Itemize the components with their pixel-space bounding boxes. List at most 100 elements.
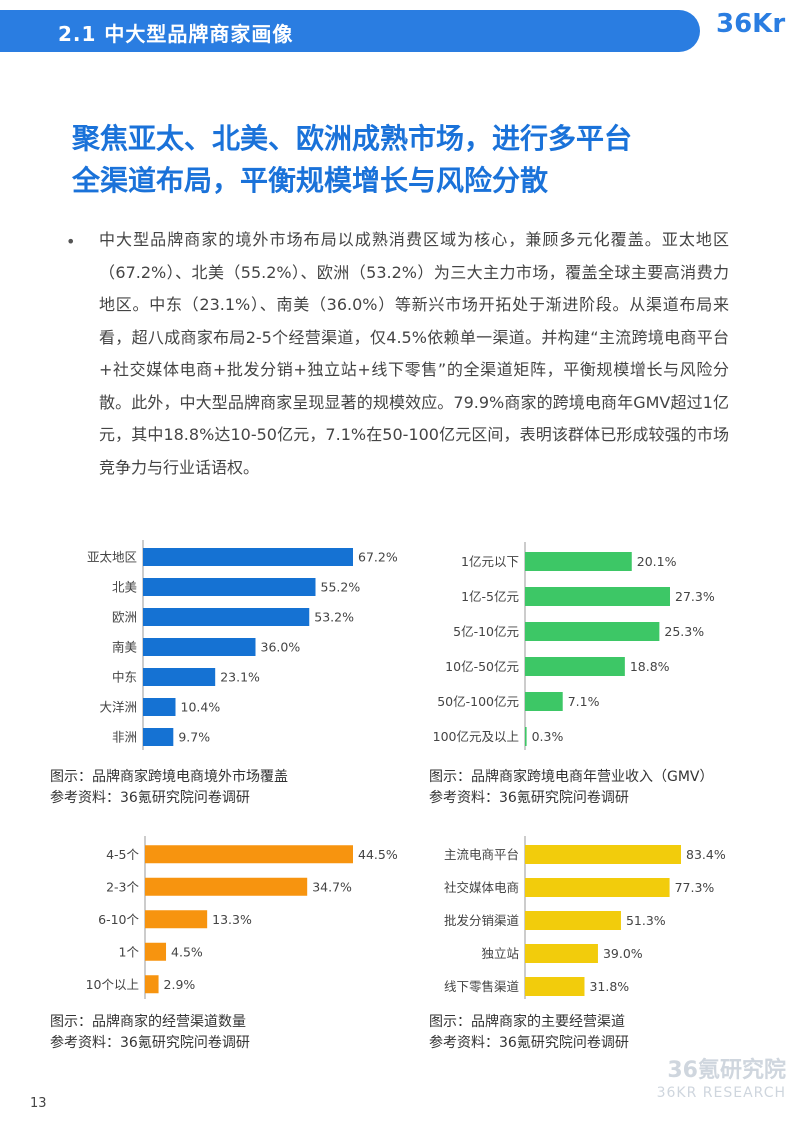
value-label: 23.1% [220,670,260,685]
gmv-svg: 1亿元以下 20.1% 1亿-5亿元 27.3% 5亿-10亿元 25.3% 10亿-50亿… [433,542,715,750]
watermark-cn: 36氪研究院 [667,1058,786,1083]
category-label: 中东 [112,670,137,685]
header-bar [0,10,700,52]
caption-source: 参考资料：36氪研究院问卷调研 [50,790,250,806]
category-label: 独立站 [481,946,519,961]
bar [525,911,621,930]
value-label: 55.2% [321,580,361,595]
value-label: 9.7% [178,730,210,745]
category-label: 50亿-100亿元 [437,694,519,709]
value-label: 83.4% [686,847,726,862]
bar [525,944,598,963]
bar [525,657,625,676]
bar [525,845,681,864]
value-label: 77.3% [675,880,715,895]
value-label: 25.3% [664,624,704,639]
value-label: 36.0% [261,640,301,655]
bar [525,552,632,571]
bullet-dot: • [66,232,76,251]
bar [525,977,585,996]
market-coverage-svg: 亚太地区 67.2% 北美 55.2% 欧洲 53.2% 南美 36.0% 中东 23.1% 大洋洲… [87,540,398,750]
category-label: 1亿-5亿元 [461,589,519,604]
value-label: 20.1% [637,554,677,569]
caption-gmv: 图示：品牌商家跨境电商年营业收入（GMV） 参考资料：36氪研究院问卷调研 [429,767,714,809]
value-label: 10.4% [181,700,221,715]
category-label: 10个以上 [86,977,139,992]
category-label: 6-10个 [98,912,139,927]
value-label: 18.8% [630,659,670,674]
caption-market-coverage: 图示：品牌商家跨境电商境外市场覆盖 参考资料：36氪研究院问卷调研 [50,767,288,809]
value-label: 67.2% [358,550,398,565]
category-label: 2-3个 [106,879,139,894]
bar [143,698,176,716]
category-label: 100亿元及以上 [433,729,519,744]
bar [525,622,660,641]
headline: 聚焦亚太、北美、欧洲成熟市场，进行多平台 全渠道布局，平衡规模增长与风险分散 [72,118,752,202]
36kr-logo-icon: 36Kr [716,9,785,39]
caption-title: 图示：品牌商家的主要经营渠道 [429,1014,625,1030]
category-label: 10亿-50亿元 [445,659,519,674]
bar [145,975,159,994]
headline-line-1: 聚焦亚太、北美、欧洲成熟市场，进行多平台 [72,122,633,155]
caption-source: 参考资料：36氪研究院问卷调研 [429,1035,629,1051]
bar [143,548,353,566]
category-label: 欧洲 [112,610,137,625]
chart-channel-count: 4-5个 44.5% 2-3个 34.7% 6-10个 13.3% 1个 4.5% 10个以上 2… [55,831,415,999]
caption-channel-count: 图示：品牌商家的经营渠道数量 参考资料：36氪研究院问卷调研 [50,1012,250,1054]
value-label: 13.3% [212,912,252,927]
value-label: 0.3% [532,729,564,744]
value-label: 2.9% [164,977,196,992]
section-title: 2.1 中大型品牌商家画像 [58,22,294,46]
category-label: 5亿-10亿元 [453,624,519,639]
page-number: 13 [30,1096,47,1111]
headline-line-2: 全渠道布局，平衡规模增长与风险分散 [72,164,549,197]
caption-title: 图示：品牌商家跨境电商境外市场覆盖 [50,769,288,785]
bar [143,638,256,656]
bar [143,578,316,596]
value-label: 44.5% [358,847,398,862]
category-label: 非洲 [112,730,137,745]
value-label: 27.3% [675,589,715,604]
category-label: 线下零售渠道 [444,979,520,994]
bar [525,692,563,711]
bar [145,845,353,864]
body-paragraph: 中大型品牌商家的境外市场布局以成熟消费区域为核心，兼顾多元化覆盖。亚太地区（67… [99,230,729,477]
category-label: 社交媒体电商 [444,880,519,895]
caption-title: 图示：品牌商家的经营渠道数量 [50,1014,246,1030]
bar [145,877,308,896]
value-label: 7.1% [568,694,600,709]
category-label: 大洋洲 [99,700,137,715]
category-label: 主流电商平台 [444,847,519,862]
category-label: 亚太地区 [87,550,137,565]
bar [525,587,670,606]
chart-main-channels: 主流电商平台 83.4% 社交媒体电商 77.3% 批发分销渠道 51.3% 独立站 39.0… [400,831,780,999]
bar [525,878,670,897]
category-label: 1亿元以下 [461,554,519,569]
value-label: 53.2% [314,610,354,625]
value-label: 39.0% [603,946,643,961]
caption-main-channels: 图示：品牌商家的主要经营渠道 参考资料：36氪研究院问卷调研 [429,1012,629,1054]
category-label: 北美 [112,580,137,595]
watermark-en: 36KR RESEARCH [656,1085,786,1101]
category-label: 1个 [119,944,140,959]
bar [145,910,208,929]
logo-text: 36Kr [716,9,785,39]
chart-market-coverage: 亚太地区 67.2% 北美 55.2% 欧洲 53.2% 南美 36.0% 中东 23.1% 大洋洲… [55,538,415,750]
value-label: 34.7% [312,879,352,894]
bar [143,728,174,746]
chart-gmv: 1亿元以下 20.1% 1亿-5亿元 27.3% 5亿-10亿元 25.3% 10亿-50亿… [400,538,780,750]
bar [143,668,216,686]
caption-title: 图示：品牌商家跨境电商年营业收入（GMV） [429,769,714,785]
watermark: 36氪研究院 36KR RESEARCH [636,1058,786,1102]
caption-source: 参考资料：36氪研究院问卷调研 [429,790,629,806]
channel-count-svg: 4-5个 44.5% 2-3个 34.7% 6-10个 13.3% 1个 4.5% 10个以上 2… [86,836,398,999]
category-label: 4-5个 [106,847,139,862]
bar [525,727,527,746]
bar [145,942,167,961]
category-label: 南美 [112,640,137,655]
caption-source: 参考资料：36氪研究院问卷调研 [50,1035,250,1051]
category-label: 批发分销渠道 [444,913,520,928]
bar [143,608,310,626]
value-label: 4.5% [171,944,203,959]
main-channels-svg: 主流电商平台 83.4% 社交媒体电商 77.3% 批发分销渠道 51.3% 独立站 39.0… [444,836,726,999]
